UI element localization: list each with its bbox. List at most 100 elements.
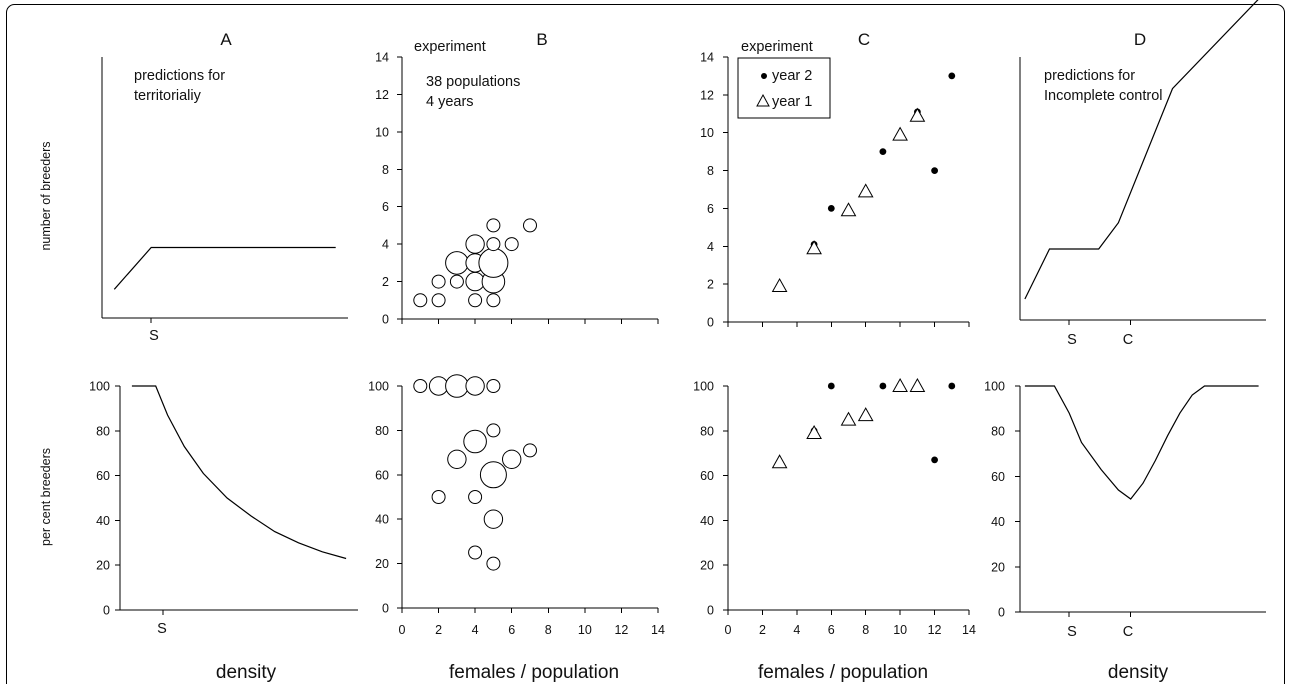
bubble-point [486, 379, 501, 393]
y-tick-label: 40 [700, 514, 714, 528]
y-tick-label: 80 [991, 425, 1005, 439]
prediction-curve-a-bottom [131, 385, 347, 560]
y-tick-label: 100 [693, 380, 714, 394]
y-tick-label: 80 [700, 424, 714, 438]
x-tick-label: 14 [651, 623, 665, 637]
legend-marker-year-1 [756, 93, 770, 107]
y-tick-label: 4 [707, 240, 714, 254]
bubble-point [468, 490, 483, 504]
bubble-point [449, 274, 464, 289]
y-tick-label: 14 [375, 51, 389, 65]
y-tick-label: 80 [96, 424, 110, 438]
legend-box [737, 57, 831, 119]
x-tick-label: 12 [928, 623, 942, 637]
y-tick-label: 6 [382, 200, 389, 214]
point-year-2 [879, 382, 887, 390]
point-year-1 [806, 240, 822, 255]
bubble-point [463, 429, 487, 454]
x-tick-label: 12 [614, 623, 628, 637]
annotation-b-line3: 4 years [426, 94, 474, 110]
annotation-b-line2: 38 populations [426, 74, 520, 90]
bubble-point [431, 293, 446, 308]
y-tick-label: 40 [991, 515, 1005, 529]
axes-c-top: 0 2 4 6 8 10 12 14 [700, 51, 970, 330]
y-tick-label: 20 [700, 559, 714, 573]
xlabel-a: density [216, 662, 277, 683]
axes-a-bottom: 0 20 40 60 80 100 [89, 380, 358, 618]
bubble-point [486, 556, 501, 571]
x-tick-label: 2 [435, 623, 442, 637]
point-year-2 [931, 167, 938, 175]
point-year-1 [857, 407, 874, 422]
bubble-point [486, 237, 501, 252]
legend-c-top: year 2 year 1 [737, 57, 831, 119]
y-tick-label: 60 [991, 470, 1005, 484]
xlabel-b: females / population [449, 662, 619, 683]
bubble-point [483, 509, 504, 529]
s-marker-d-top: S [1067, 332, 1077, 348]
point-year-1 [771, 454, 788, 469]
prediction-curve-d-bottom [1024, 385, 1259, 500]
point-year-1 [840, 202, 857, 217]
y-tick-label: 40 [375, 513, 389, 527]
point-year-1 [840, 411, 857, 426]
legend-marker-year-2 [761, 73, 767, 79]
bubble-point [468, 293, 483, 308]
bubble-point [486, 293, 501, 308]
y-tick-label: 10 [700, 126, 714, 140]
point-year-2 [827, 205, 835, 212]
x-tick-label: 8 [545, 623, 552, 637]
ylabel-number-of-breeders: number of breeders [39, 141, 53, 250]
point-year-2 [948, 382, 956, 390]
bubble-point [465, 234, 485, 254]
panel-label-c: C [858, 30, 870, 49]
c-marker-d-top: C [1123, 332, 1133, 348]
x-tick-label: 4 [472, 623, 479, 637]
bubble-point [413, 379, 428, 393]
point-year-1 [892, 126, 908, 141]
bubble-point [447, 449, 467, 469]
panel-label-b: B [536, 30, 547, 49]
y-tick-label: 2 [707, 278, 714, 292]
x-tick-label: 6 [508, 623, 515, 637]
point-year-2 [879, 148, 887, 156]
ylabel-per-cent-breeders: per cent breeders [39, 448, 53, 546]
point-year-1 [771, 277, 788, 292]
axes-d-bottom: 0 20 40 60 80 100 [984, 380, 1266, 620]
legend-label-year-2: year 2 [772, 68, 812, 84]
annotation-b-line1: experiment [414, 39, 486, 55]
y-tick-label: 6 [707, 202, 714, 216]
bubble-point [504, 237, 519, 252]
y-tick-label: 20 [991, 560, 1005, 574]
bubble-point [428, 376, 449, 396]
y-tick-label: 80 [375, 424, 389, 438]
y-tick-label: 8 [382, 163, 389, 177]
bubble-point [431, 490, 446, 504]
panel-label-a: A [220, 30, 232, 49]
prediction-curve-d-top [1024, 0, 1259, 300]
annotation-c-line1: experiment [741, 39, 813, 55]
y-tick-label: 12 [700, 88, 714, 102]
bubble-point [523, 443, 537, 458]
y-tick-label: 10 [375, 125, 389, 139]
bubble-point [465, 271, 485, 292]
bubble-point [486, 218, 501, 233]
point-year-1 [892, 377, 908, 392]
axes-d-top [1019, 57, 1266, 321]
point-year-2 [827, 382, 835, 390]
y-tick-label: 20 [375, 557, 389, 571]
bubble-point [468, 545, 483, 560]
y-tick-label: 60 [375, 468, 389, 482]
bubble-point [431, 274, 446, 289]
xlabel-d: density [1108, 662, 1169, 683]
panel-label-d: D [1134, 30, 1146, 49]
bubble-point [486, 423, 501, 438]
y-tick-label: 20 [96, 559, 110, 573]
point-year-2 [948, 72, 956, 80]
bubble-point [465, 376, 485, 396]
annotation-a-line2: territorialiy [134, 88, 202, 104]
y-tick-label: 2 [382, 275, 389, 289]
bubble-point [478, 247, 509, 278]
bubble-point [502, 449, 522, 469]
